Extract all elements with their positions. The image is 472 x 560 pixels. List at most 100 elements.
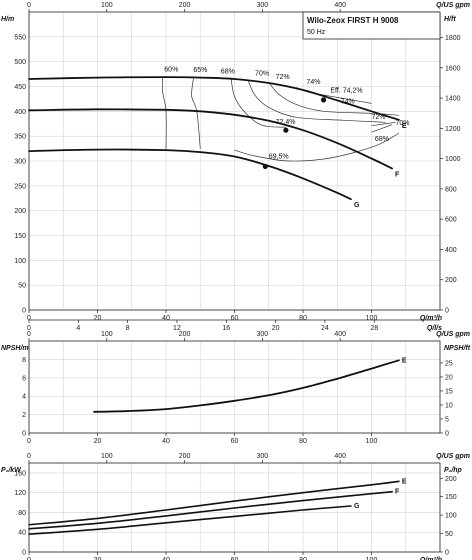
- x-tick-label: 0: [27, 557, 31, 560]
- top-tick-label: 300: [257, 2, 269, 9]
- series-label-F: F: [395, 171, 400, 178]
- top-tick-label: 400: [334, 453, 346, 460]
- efficiency-isoline: [230, 78, 286, 128]
- right-axis-label: NPSH/ft: [444, 345, 471, 352]
- right-tick-label: 800: [445, 186, 457, 193]
- right-tick-label: 200: [445, 476, 457, 483]
- top-tick-label: 200: [179, 331, 191, 338]
- y-axis-label: P₂/kW: [1, 467, 22, 474]
- y-tick-label: 80: [18, 510, 26, 517]
- y-tick-label: 8: [22, 357, 26, 364]
- efficiency-label: 68%: [221, 69, 235, 76]
- ls-tick-label: 24: [321, 325, 329, 332]
- series-label-G: G: [354, 202, 360, 209]
- top-tick-label: 0: [27, 331, 31, 338]
- top-tick-label: 200: [179, 2, 191, 9]
- series-label-F: F: [395, 489, 400, 496]
- efficiency-label: 72,4%: [276, 119, 296, 126]
- right-tick-label: 0: [445, 308, 449, 315]
- right-tick-label: 1800: [445, 35, 461, 42]
- top-tick-label: 200: [179, 453, 191, 460]
- right-tick-label: 10: [445, 402, 453, 409]
- series-line-G: [28, 505, 352, 535]
- right-axis-label: H/ft: [444, 16, 456, 23]
- series-line-E: [28, 76, 400, 121]
- series-line-E: [28, 480, 400, 526]
- top-tick-label: 400: [334, 331, 346, 338]
- y-tick-label: 200: [14, 208, 26, 215]
- duty-point: [320, 97, 327, 103]
- series-label-E: E: [402, 123, 407, 130]
- x-tick-label: 60: [231, 438, 239, 445]
- series-label-E: E: [402, 357, 407, 364]
- y-tick-label: 40: [18, 530, 26, 537]
- x-tick-label: 40: [162, 557, 170, 560]
- right-tick-label: 0: [445, 431, 449, 438]
- header-box: [302, 11, 441, 40]
- y-tick-label: 100: [14, 258, 26, 265]
- duty-point: [283, 127, 289, 133]
- series-label-E: E: [402, 478, 407, 485]
- top-tick-label: 100: [101, 453, 113, 460]
- right-tick-label: 1200: [445, 126, 461, 133]
- efficiency-leader: [371, 124, 393, 133]
- efficiency-label: 70%: [395, 120, 409, 127]
- right-tick-label: 1000: [445, 156, 461, 163]
- right-tick-label: 0: [445, 550, 449, 557]
- x-tick-label: 20: [94, 557, 102, 560]
- y-tick-label: 6: [22, 375, 26, 382]
- top-tick-label: 0: [27, 2, 31, 9]
- efficiency-label: 74%: [341, 98, 355, 105]
- top-tick-label: 300: [257, 331, 269, 338]
- chart-title: Wilo-Zeox FIRST H 9008: [307, 16, 399, 25]
- ls-tick-label: 28: [370, 325, 378, 332]
- efficiency-isoline: [268, 82, 399, 116]
- series-line-F: [28, 490, 393, 530]
- ls-tick-label: 8: [126, 325, 130, 332]
- y-tick-label: 50: [18, 283, 26, 290]
- right-tick-label: 1600: [445, 65, 461, 72]
- right-tick-label: 150: [445, 494, 457, 501]
- ls-tick-label: 16: [222, 325, 230, 332]
- y-tick-label: 250: [14, 183, 26, 190]
- ls-axis-label: Q/l/s: [427, 325, 442, 332]
- x-tick-label: 20: [94, 438, 102, 445]
- y-tick-label: 400: [14, 109, 26, 116]
- efficiency-isoline: [161, 77, 167, 152]
- efficiency-leader: [371, 121, 396, 127]
- duty-point: [262, 163, 268, 170]
- efficiency-label: 68%: [375, 136, 389, 143]
- top-tick-label: 100: [101, 331, 113, 338]
- y-tick-label: 550: [14, 34, 26, 41]
- right-tick-label: 50: [445, 531, 453, 538]
- y-tick-label: 160: [14, 470, 26, 477]
- top-tick-label: 300: [257, 453, 269, 460]
- x-tick-label: 100: [366, 557, 378, 560]
- top-tick-label: 100: [101, 2, 113, 9]
- right-tick-label: 100: [445, 513, 457, 520]
- x-tick-label: 60: [231, 315, 239, 322]
- efficiency-label: 74%: [306, 79, 320, 86]
- y-axis-label: NPSH/m: [1, 345, 29, 352]
- right-tick-label: 5: [445, 416, 449, 423]
- efficiency-label: 72%: [276, 74, 290, 81]
- x-tick-label: 40: [162, 315, 170, 322]
- y-tick-label: 0: [22, 308, 26, 315]
- right-tick-label: 600: [445, 217, 457, 224]
- y-tick-label: 450: [14, 84, 26, 91]
- right-tick-label: 25: [445, 360, 453, 367]
- y-tick-label: 150: [14, 233, 26, 240]
- top-axis-label: Q/US gpm: [436, 2, 470, 9]
- x-tick-label: 80: [299, 315, 307, 322]
- x-tick-label: 0: [27, 315, 31, 322]
- y-tick-label: 0: [22, 431, 26, 438]
- x-tick-label: 40: [162, 438, 170, 445]
- x-tick-label: 0: [27, 438, 31, 445]
- series-line-E: [93, 359, 400, 413]
- x-tick-label: 60: [231, 557, 239, 560]
- top-tick-label: 400: [334, 2, 346, 9]
- efficiency-label: 65%: [193, 67, 207, 74]
- right-axis-label: P₂/hp: [444, 467, 463, 474]
- series-line-F: [28, 108, 393, 170]
- y-tick-label: 350: [14, 134, 26, 141]
